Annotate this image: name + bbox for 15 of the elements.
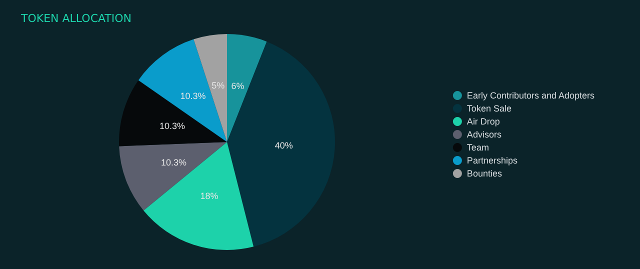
legend-label: Air Drop: [466, 116, 500, 126]
data-label: 10.3%: [160, 157, 186, 168]
data-label: 10.3%: [160, 120, 186, 131]
data-label: 10.3%: [180, 91, 206, 102]
data-label: 40%: [274, 140, 293, 151]
chart-title: TOKEN ALLOCATION: [20, 12, 132, 25]
legend-label: Partnerships: [466, 156, 518, 166]
data-label: 6%: [231, 81, 244, 92]
legend-label: Early Contributors and Adopters: [466, 90, 596, 100]
data-label: 5%: [212, 80, 225, 91]
legend-label: Bounties: [466, 168, 502, 178]
legend-label: Advisors: [466, 130, 502, 140]
legend-label: Team: [466, 142, 489, 152]
data-label: 18%: [200, 191, 218, 202]
legend-label: Token Sale: [466, 104, 512, 114]
